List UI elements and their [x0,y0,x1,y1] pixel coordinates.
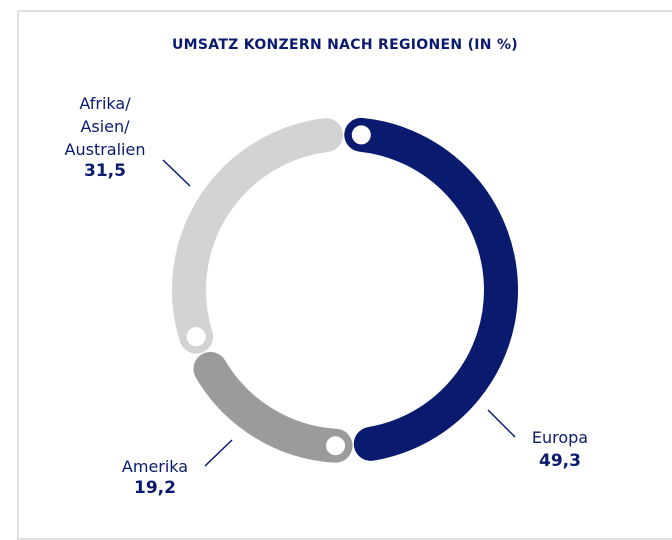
leader-line [487,409,516,438]
segment-label: Amerika [121,457,189,476]
chart-title: UMSATZ KONZERN NACH REGIONEN (IN %) [172,37,518,53]
segment-value: 19,2 [134,478,176,498]
donut-segment [344,117,518,461]
leader-line [204,439,233,467]
donut-segment [172,118,343,354]
segment-cap [348,122,374,148]
segment-cap [183,324,209,350]
donut-segment [193,351,353,463]
segment-value: 31,5 [84,161,126,181]
segment-label: Europa [531,428,589,447]
segment-label: Afrika/ Asien/ Australien [64,94,146,159]
segment-value: 49,3 [539,451,581,471]
chart [162,117,518,467]
leader-line [162,159,191,187]
segment-cap [323,433,349,459]
page: {"chart_data": {"type": "donut", "title"… [17,10,672,540]
